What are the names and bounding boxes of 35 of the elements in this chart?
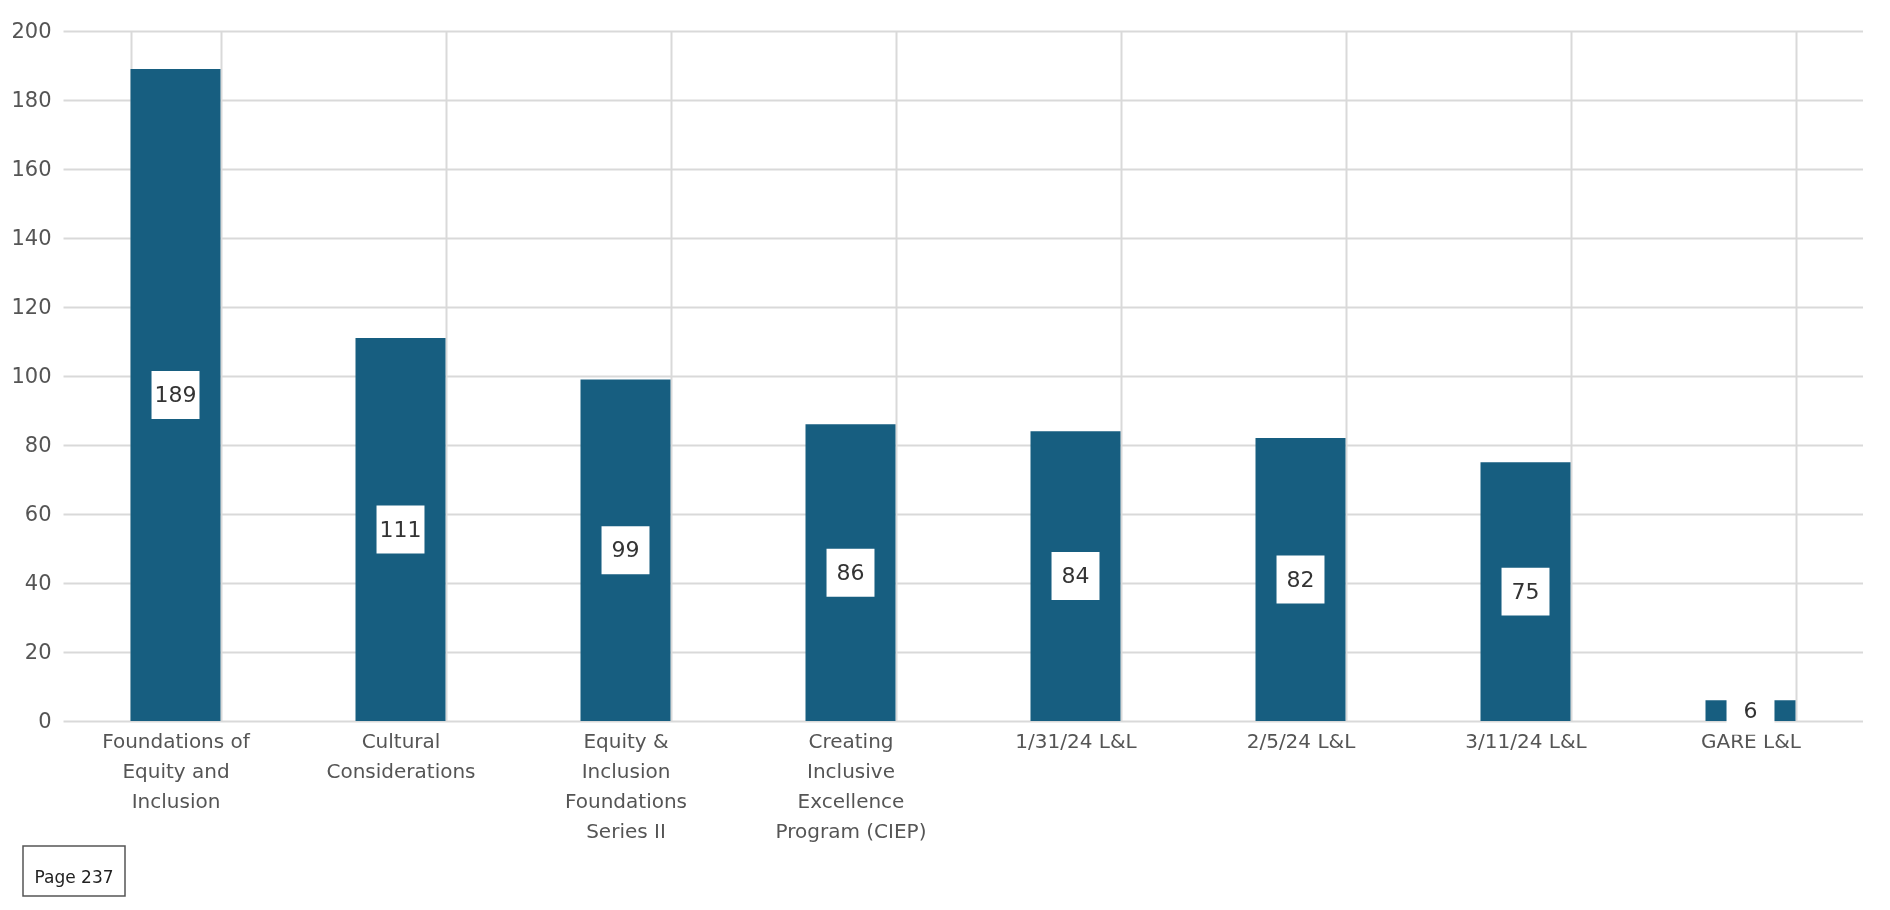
bar — [805, 424, 896, 721]
x-tick-label: 3/11/24 L&L — [1465, 728, 1588, 753]
data-label: 84 — [1061, 563, 1090, 589]
y-tick-label: 100 — [11, 363, 52, 388]
y-tick-label: 0 — [38, 708, 52, 733]
data-label: 189 — [154, 381, 197, 407]
text: Page 237 — [34, 867, 114, 887]
y-tick-label: 20 — [24, 639, 52, 664]
bar — [130, 68, 221, 721]
x-tick-label: Foundations of Equity and Inclusion — [102, 728, 251, 813]
y-tick-label: 180 — [11, 87, 52, 112]
y-tick-label: 120 — [11, 294, 52, 319]
bar — [1480, 462, 1571, 721]
x-tick-label: Creating Inclusive Excellence Program (CIEP) — [775, 728, 927, 843]
x-tick-label: 2/5/24 L&L — [1246, 728, 1357, 753]
data-label: 75 — [1511, 578, 1540, 604]
x-tick-label: 1/31/24 L&L — [1015, 728, 1138, 753]
y-tick-label: 80 — [24, 432, 52, 457]
x-tick-label: GARE L&L — [1701, 728, 1802, 753]
bar — [1255, 438, 1346, 721]
y-tick-label: 60 — [24, 501, 52, 526]
data-label: 82 — [1286, 566, 1315, 592]
y-tick-label: 160 — [11, 156, 52, 181]
bar — [580, 379, 671, 721]
bar — [355, 338, 446, 721]
y-tick-label: 140 — [11, 225, 52, 250]
bar — [1030, 431, 1121, 721]
y-tick-label: 200 — [11, 18, 52, 43]
y-tick-label: 40 — [24, 570, 52, 595]
data-label: 6 — [1743, 697, 1758, 723]
data-label: 86 — [836, 559, 865, 585]
x-tick-label: Equity & Inclusion Foundations Series II — [564, 728, 688, 843]
data-label: 111 — [379, 516, 422, 542]
x-tick-label: Cultural Considerations — [326, 728, 476, 783]
data-label: 99 — [611, 537, 640, 563]
